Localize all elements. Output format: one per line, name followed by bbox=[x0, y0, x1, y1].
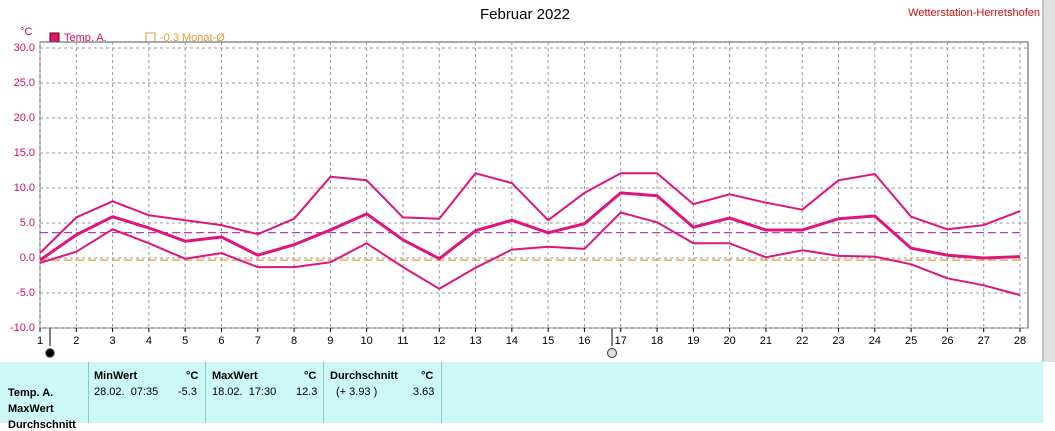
range-line bbox=[39, 172, 1021, 254]
chart: Februar 2022 Wetterstation-Herretshofen … bbox=[10, 0, 1055, 362]
x-tick-label: 5 bbox=[182, 335, 188, 347]
x-tick-label: 26 bbox=[941, 335, 953, 347]
y-tick-label: -10.0 bbox=[10, 322, 35, 334]
column-header: Durchschnitt bbox=[330, 370, 398, 382]
station-name: Wetterstation-Herretshofen bbox=[908, 7, 1040, 19]
row-label: MaxWert bbox=[8, 403, 54, 415]
cell: -5.3 bbox=[178, 386, 197, 398]
x-tick-label: 11 bbox=[397, 335, 408, 347]
column-unit: °C bbox=[186, 370, 199, 382]
legend-swatch bbox=[49, 32, 60, 43]
x-tick-label: 2 bbox=[73, 335, 79, 347]
x-tick-label: 23 bbox=[832, 335, 844, 347]
x-tick-label: 13 bbox=[469, 335, 481, 347]
x-tick-label: 7 bbox=[255, 335, 261, 347]
y-tick-label: -5.0 bbox=[16, 287, 35, 299]
stats-panel: Temp. A. MaxWert Durchschnitt MinWert °C… bbox=[0, 362, 1043, 431]
x-tick-label: 18 bbox=[651, 335, 663, 347]
column-header: MaxWert bbox=[212, 370, 258, 382]
column-unit: °C bbox=[304, 370, 317, 382]
y-tick-label: 10.0 bbox=[14, 182, 35, 194]
column-unit: °C bbox=[421, 370, 434, 382]
y-tick-label: 30.0 bbox=[14, 42, 35, 54]
cell: 12.3 bbox=[296, 386, 318, 398]
separator bbox=[441, 362, 442, 423]
cell: 18.02. 17:30 bbox=[212, 386, 277, 398]
x-tick-label: 24 bbox=[869, 335, 881, 347]
y-tick-label: 5.0 bbox=[20, 217, 35, 229]
column-header: MinWert bbox=[94, 370, 138, 382]
x-tick-label: 25 bbox=[905, 335, 917, 347]
scrollbar bbox=[1044, 0, 1055, 362]
x-tick-label: 27 bbox=[978, 335, 990, 347]
x-tick-label: 28 bbox=[1014, 335, 1026, 347]
separator bbox=[205, 362, 206, 423]
legend-label: Temp. A. bbox=[64, 32, 107, 44]
legend-swatch bbox=[145, 32, 156, 43]
row-label: Temp. A. bbox=[8, 387, 54, 399]
x-tick-label: 4 bbox=[146, 335, 152, 347]
chart-title: Februar 2022 bbox=[480, 6, 570, 23]
x-tick-label: 19 bbox=[687, 335, 699, 347]
legend-label: -0.3 Monat-Ø bbox=[160, 32, 225, 44]
y-tick-label: 15.0 bbox=[14, 147, 35, 159]
x-tick-label: 1 bbox=[37, 335, 43, 347]
average-line bbox=[39, 191, 1021, 262]
x-tick-label: 17 bbox=[615, 335, 627, 347]
y-tick-label: 20.0 bbox=[14, 112, 35, 124]
row-label: Durchschnitt bbox=[8, 419, 76, 431]
x-tick-label: 9 bbox=[327, 335, 333, 347]
marker-icon bbox=[607, 348, 617, 358]
x-tick-label: 10 bbox=[361, 335, 373, 347]
x-tick-label: 12 bbox=[433, 335, 445, 347]
y-tick-label: 25.0 bbox=[14, 77, 35, 89]
separator bbox=[323, 362, 324, 423]
x-tick-label: 21 bbox=[760, 335, 772, 347]
marker-icon bbox=[45, 348, 55, 358]
x-tick-label: 3 bbox=[110, 335, 116, 347]
x-tick-label: 14 bbox=[506, 335, 518, 347]
y-unit: °C bbox=[20, 26, 32, 38]
x-tick-label: 16 bbox=[578, 335, 590, 347]
x-tick-label: 22 bbox=[796, 335, 808, 347]
range-line bbox=[39, 211, 1021, 297]
plot-area bbox=[39, 41, 1029, 329]
cell: 3.63 bbox=[413, 386, 435, 398]
x-tick-label: 6 bbox=[218, 335, 224, 347]
separator bbox=[88, 362, 89, 423]
y-tick-label: 0.0 bbox=[20, 252, 35, 264]
cell: 28.02. 07:35 bbox=[94, 386, 159, 398]
cell: (+ 3.93 ) bbox=[336, 386, 378, 398]
x-tick-label: 8 bbox=[291, 335, 297, 347]
x-tick-label: 20 bbox=[724, 335, 736, 347]
x-tick-label: 15 bbox=[542, 335, 554, 347]
